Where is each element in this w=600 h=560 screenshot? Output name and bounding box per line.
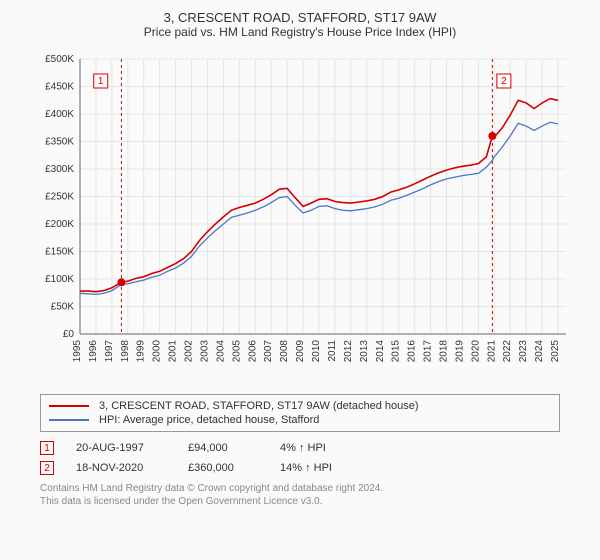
chart-title: 3, CRESCENT ROAD, STAFFORD, ST17 9AW — [10, 10, 590, 25]
chart-subtitle: Price paid vs. HM Land Registry's House … — [10, 25, 590, 39]
transactions-table: 1 20-AUG-1997 £94,000 4% ↑ HPI 2 18-NOV-2020 £… — [40, 438, 560, 478]
y-tick-label: £450K — [45, 82, 74, 93]
footer-attribution: Contains HM Land Registry data © Crown c… — [40, 482, 560, 508]
transaction-marker-label: 2 — [501, 76, 507, 87]
y-tick-label: £250K — [45, 192, 74, 203]
transaction-marker: 2 — [40, 461, 54, 475]
y-tick-label: £200K — [45, 219, 74, 230]
y-tick-label: £350K — [45, 137, 74, 148]
x-tick-label: 2019 — [454, 340, 465, 363]
legend: 3, CRESCENT ROAD, STAFFORD, ST17 9AW (de… — [40, 394, 560, 432]
y-tick-label: £50K — [51, 302, 75, 313]
x-tick-label: 2018 — [438, 340, 449, 363]
legend-swatch — [49, 405, 89, 407]
x-tick-label: 2011 — [327, 340, 338, 362]
transaction-diff: 14% ↑ HPI — [280, 462, 370, 474]
transaction-diff: 4% ↑ HPI — [280, 442, 370, 454]
transaction-price: £360,000 — [188, 462, 258, 474]
x-tick-label: 2016 — [407, 340, 418, 363]
footer-line-2: This data is licensed under the Open Gov… — [40, 495, 560, 508]
y-tick-label: £100K — [45, 274, 74, 285]
transaction-price: £94,000 — [188, 442, 258, 454]
x-tick-label: 2013 — [359, 340, 370, 363]
x-tick-label: 1996 — [88, 340, 99, 363]
x-tick-label: 2002 — [184, 340, 195, 363]
x-tick-label: 2014 — [375, 340, 386, 363]
footer-line-1: Contains HM Land Registry data © Crown c… — [40, 482, 560, 495]
y-tick-label: £150K — [45, 247, 74, 258]
legend-row: 3, CRESCENT ROAD, STAFFORD, ST17 9AW (de… — [49, 399, 551, 413]
x-tick-label: 2025 — [550, 340, 561, 363]
x-tick-label: 2023 — [518, 340, 529, 363]
y-tick-label: £400K — [45, 109, 74, 120]
x-tick-label: 2020 — [470, 340, 481, 363]
legend-row: HPI: Average price, detached house, Staf… — [49, 413, 551, 427]
transaction-row: 1 20-AUG-1997 £94,000 4% ↑ HPI — [40, 438, 560, 458]
transaction-marker-label: 1 — [98, 76, 104, 87]
legend-swatch — [49, 419, 89, 421]
x-tick-label: 2010 — [311, 340, 322, 363]
x-tick-label: 2015 — [391, 340, 402, 363]
x-tick-label: 2001 — [168, 340, 179, 363]
y-tick-label: £0 — [63, 329, 75, 340]
legend-label: HPI: Average price, detached house, Staf… — [99, 414, 319, 426]
x-tick-label: 2006 — [247, 340, 258, 363]
transaction-date: 18-NOV-2020 — [76, 462, 166, 474]
x-tick-label: 2021 — [486, 340, 497, 363]
x-tick-label: 1998 — [120, 340, 131, 363]
price-chart: £0 £50K £100K £150K £200K £250K £300K £350K £400… — [30, 45, 570, 385]
x-tick-label: 2005 — [231, 340, 242, 363]
x-tick-label: 2003 — [199, 340, 210, 363]
x-tick-label: 2007 — [263, 340, 274, 363]
x-tick-label: 2009 — [295, 340, 306, 363]
transaction-marker: 1 — [40, 441, 54, 455]
x-tick-label: 2008 — [279, 340, 290, 363]
y-tick-label: £500K — [45, 54, 74, 65]
transaction-row: 2 18-NOV-2020 £360,000 14% ↑ HPI — [40, 458, 560, 478]
x-tick-label: 2004 — [215, 340, 226, 363]
x-tick-label: 1995 — [72, 340, 83, 363]
x-tick-label: 2000 — [152, 340, 163, 363]
transaction-marker-dot — [488, 132, 496, 140]
x-tick-label: 1999 — [136, 340, 147, 363]
x-tick-label: 2024 — [534, 340, 545, 363]
x-tick-label: 2022 — [502, 340, 513, 363]
x-tick-label: 2017 — [423, 340, 434, 363]
x-tick-label: 1997 — [104, 340, 115, 363]
y-tick-label: £300K — [45, 164, 74, 175]
legend-label: 3, CRESCENT ROAD, STAFFORD, ST17 9AW (de… — [99, 400, 419, 412]
transaction-date: 20-AUG-1997 — [76, 442, 166, 454]
transaction-marker-dot — [117, 278, 125, 286]
x-tick-label: 2012 — [343, 340, 354, 363]
